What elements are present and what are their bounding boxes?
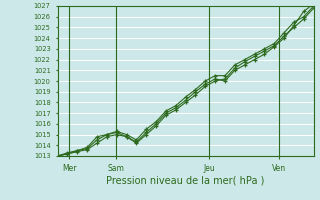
X-axis label: Pression niveau de la mer( hPa ): Pression niveau de la mer( hPa ) [107, 175, 265, 185]
